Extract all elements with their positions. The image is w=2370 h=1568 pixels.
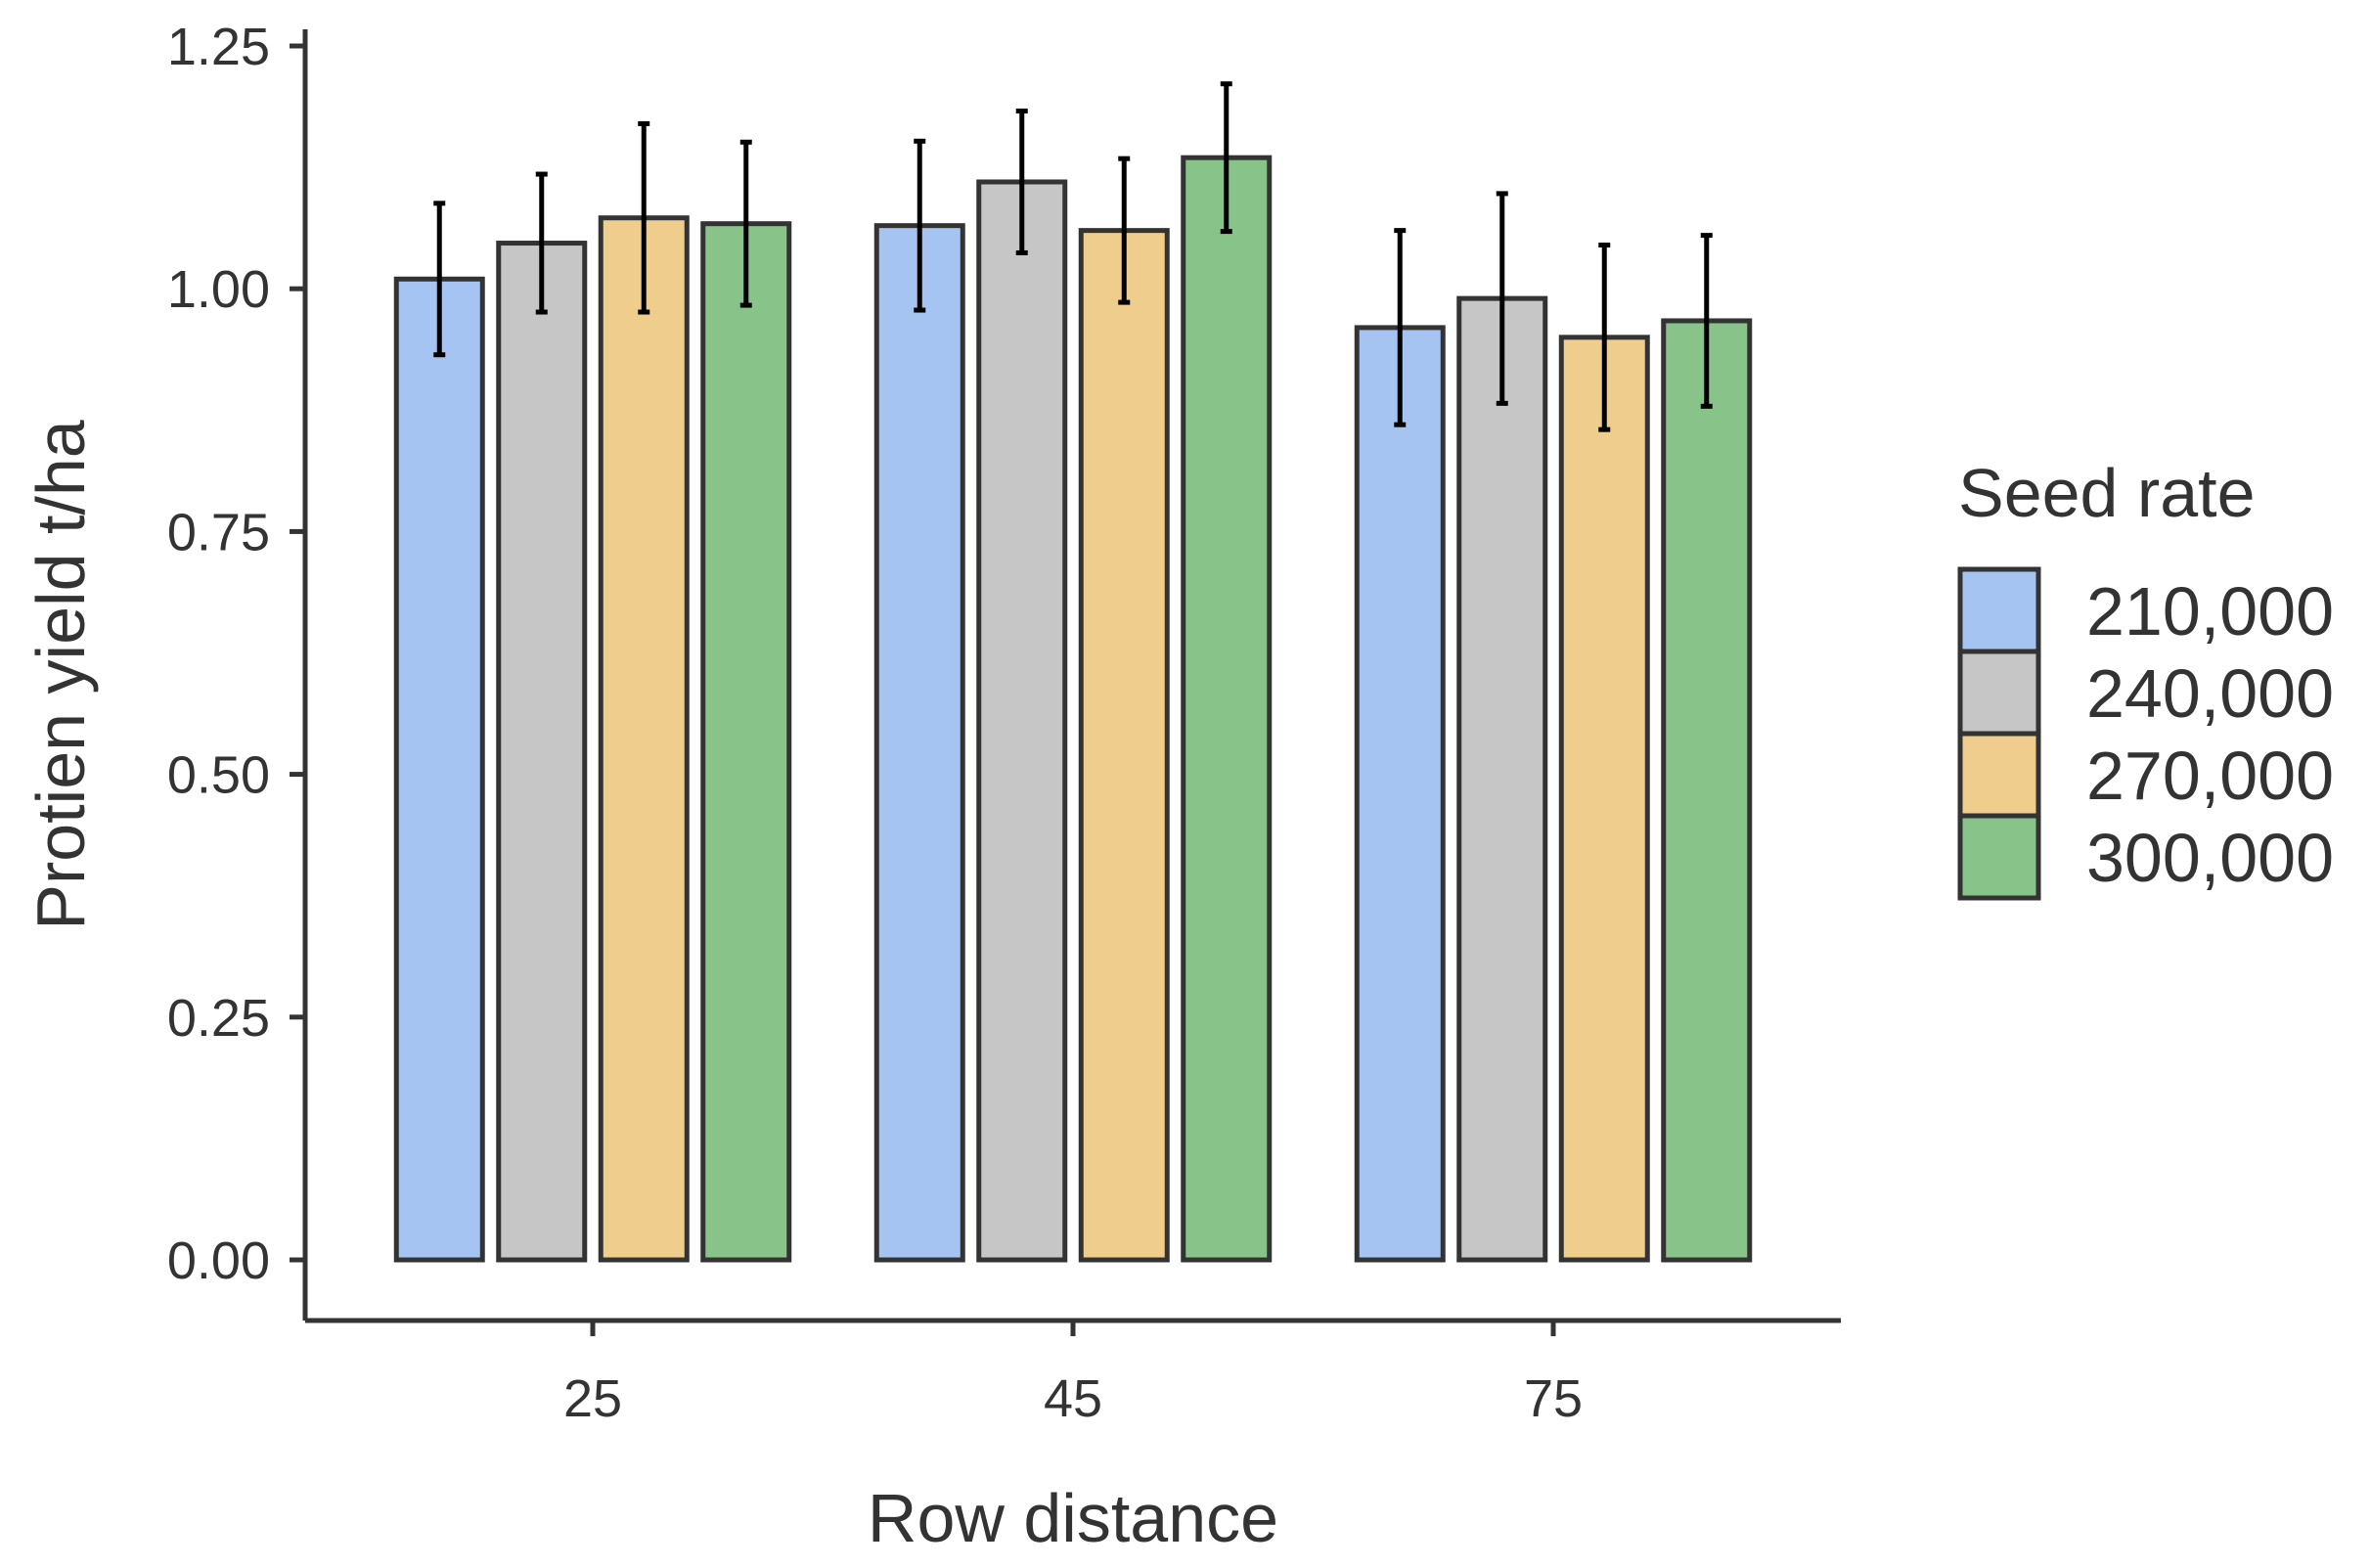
legend-label: 210,000 xyxy=(2086,573,2334,650)
legend-label: 300,000 xyxy=(2086,820,2334,896)
x-tick-label: 75 xyxy=(1524,1369,1583,1428)
bar xyxy=(496,241,588,1263)
legend-label: 240,000 xyxy=(2086,655,2334,732)
error-bars xyxy=(433,81,1713,432)
x-axis-title: Row distance xyxy=(868,1480,1278,1556)
y-tick-label: 1.00 xyxy=(167,260,270,319)
legend-title: Seed rate xyxy=(1958,455,2256,531)
bar xyxy=(1456,295,1548,1263)
legend-key xyxy=(1957,649,2041,737)
bar xyxy=(598,215,690,1263)
legend-label: 270,000 xyxy=(2086,738,2334,814)
x-tick-label: 45 xyxy=(1044,1369,1102,1428)
bar xyxy=(700,221,792,1263)
bar xyxy=(1181,155,1273,1263)
bar xyxy=(976,179,1068,1263)
legend-key xyxy=(1957,566,2041,654)
y-axis-title: Protien yield t/ha xyxy=(22,420,99,929)
bar xyxy=(1661,318,1753,1263)
y-tick-label: 0.50 xyxy=(167,746,270,805)
legend-key xyxy=(1957,731,2041,819)
x-axis-ticks: 25 45 75 xyxy=(563,1321,1583,1428)
bars xyxy=(393,155,1753,1263)
y-tick-label: 0.75 xyxy=(167,503,270,561)
bar xyxy=(873,223,965,1263)
bar xyxy=(393,276,485,1263)
legend-key xyxy=(1957,813,2041,901)
bar xyxy=(1078,228,1170,1263)
bar xyxy=(1558,335,1650,1263)
y-tick-label: 1.25 xyxy=(167,18,270,76)
y-axis-ticks: 0.00 0.25 0.50 0.75 1.00 1.25 xyxy=(167,18,305,1290)
y-tick-label: 0.25 xyxy=(167,989,270,1048)
bar xyxy=(1354,325,1446,1263)
x-tick-label: 25 xyxy=(563,1369,622,1428)
y-tick-label: 0.00 xyxy=(167,1232,270,1290)
